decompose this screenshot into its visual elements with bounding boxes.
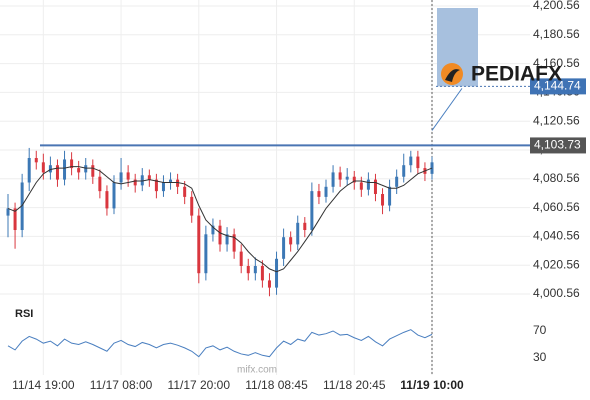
rsi-line (7, 329, 433, 358)
candle-body (324, 186, 328, 197)
candle-body (6, 208, 10, 216)
candle-body (119, 172, 123, 183)
candle-body (204, 234, 208, 274)
candle-body (359, 182, 363, 190)
candle-body (395, 176, 399, 187)
candle-body (310, 191, 314, 231)
candle-body (55, 165, 59, 180)
candle-body (154, 179, 158, 192)
y-tick-label: 4,080.56 (533, 171, 580, 185)
candle-body (34, 158, 38, 163)
candle-body (267, 280, 271, 288)
x-tick-label: 11/14 19:00 (12, 378, 75, 392)
candle-body (211, 225, 215, 235)
candle-body (260, 266, 264, 281)
candle-body (169, 179, 173, 183)
y-tick-label: 4,020.56 (533, 257, 580, 271)
x-tick-label: 11/18 08:45 (245, 378, 308, 392)
candle-body (27, 158, 31, 183)
candle-body (147, 175, 151, 180)
candle-body (402, 165, 406, 177)
candle-body (140, 175, 144, 186)
candle-body (373, 179, 377, 195)
candle-body (246, 266, 250, 274)
y-tick-label: 4,180.56 (533, 27, 580, 41)
candle-body (98, 176, 102, 192)
target-box (530, 78, 586, 95)
candle-body (91, 165, 95, 177)
candle-body (253, 266, 257, 274)
rsi-tick-label: 70 (533, 323, 547, 337)
candle-body (84, 165, 88, 173)
candle-body (331, 172, 335, 187)
candle-body (282, 237, 286, 259)
candle-body (388, 186, 392, 206)
candle-body (197, 215, 201, 274)
candle-body (41, 162, 45, 173)
candle-body (239, 251, 243, 267)
candle-body (77, 168, 81, 173)
logo-icon-mark (445, 69, 460, 82)
candle-body (296, 222, 300, 245)
moving-average (7, 166, 433, 273)
y-tick-label: 4,040.56 (533, 229, 580, 243)
candle-body (409, 156, 413, 166)
x-tick-label: 11/18 20:45 (323, 378, 386, 392)
candle-body (338, 172, 342, 180)
candle-body (20, 182, 24, 231)
candle-body (70, 159, 74, 169)
last-price-label: 4,103.73 (534, 138, 581, 152)
forecast-arrow (431, 88, 463, 131)
candle-body (48, 165, 52, 173)
candle-body (133, 179, 137, 186)
plot: 11/14 19:00 11/17 08:00 11/17 20:00 11/18 0… (0, 0, 586, 392)
candle-body (366, 179, 370, 190)
candle-body (218, 225, 222, 245)
candle-body (126, 172, 130, 180)
candle-body (183, 186, 187, 197)
rsi-label: RSI (15, 308, 33, 320)
candle-body (416, 156, 420, 169)
candle-body (112, 182, 116, 209)
y-tick-label: 4,200.56 (533, 0, 580, 12)
candle-body (345, 176, 349, 180)
candle-body (381, 194, 385, 206)
y-tick-label: 4,120.56 (533, 113, 580, 127)
logo: PEDIAFX (471, 63, 562, 86)
candle-body (176, 179, 180, 187)
y-tick-label: 4,060.56 (533, 200, 580, 214)
rsi-tick-label: 30 (533, 350, 547, 364)
x-tick-label: 11/17 20:00 (168, 378, 231, 392)
candle-body (275, 258, 279, 288)
candle-body (232, 234, 236, 252)
candle-body (13, 208, 17, 231)
last-price-box (530, 137, 586, 154)
candle-body (289, 237, 293, 245)
candle-body (352, 176, 356, 183)
y-tick-label: 4,000.56 (533, 286, 580, 300)
y-tick-label: 4,160.56 (533, 56, 580, 70)
candle-body (303, 222, 307, 231)
candle-body (317, 191, 321, 197)
candle-body (105, 191, 109, 209)
candle-body (63, 159, 67, 180)
target-label: 4,144.74 (534, 79, 581, 93)
candle-body (161, 182, 165, 192)
x-tick-label: 11/19 10:00 (400, 378, 464, 392)
x-tick-label: 11/17 08:00 (90, 378, 153, 392)
candle-body (190, 196, 194, 216)
watermark: mifx.com (237, 365, 277, 376)
candle-body (225, 234, 229, 245)
